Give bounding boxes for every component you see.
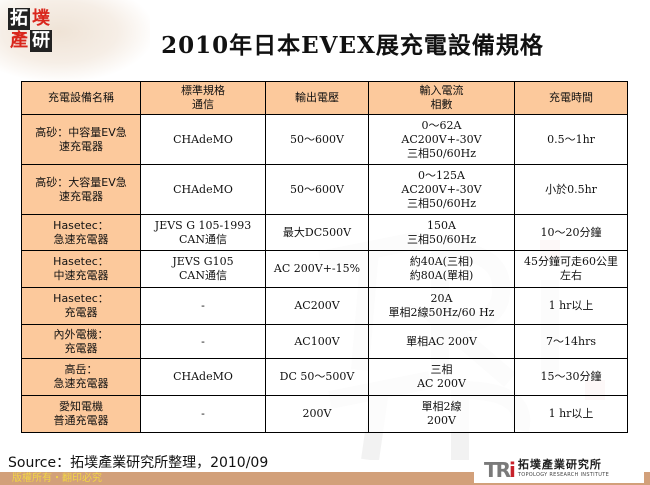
table-header-row: 充電設備名稱 標準規格 通信 輸出電壓 輸入電流 相數 充電時間	[21, 81, 628, 115]
cell-name: Hasetec： 急速充電器	[21, 214, 141, 251]
page-title: 2010年日本EVEX展充電設備規格	[161, 32, 544, 59]
charger-spec-table: 充電設備名稱 標準規格 通信 輸出電壓 輸入電流 相數 充電時間 高砂：中容量E…	[21, 81, 628, 433]
logo-char: 產	[10, 30, 28, 51]
logo-char: 研	[30, 30, 52, 52]
table-row: Hasetec： 急速充電器 JEVS G 105-1993 CAN通信 最大D…	[21, 214, 628, 251]
copyright-notice: 版權所有・翻印必究	[12, 473, 102, 484]
cell-input-current: 單相AC 200V	[368, 324, 515, 359]
cell-charge-time: 1 hr以上	[514, 287, 628, 325]
cell-charge-time: 7～14hrs	[514, 324, 628, 359]
brand-name-cn: 拓墣產業研究所	[517, 458, 602, 471]
column-header-charge-time: 充電時間	[514, 81, 628, 115]
table-row: 高砂：中容量EV急 速充電器 CHAdeMO 50～600V 0～62A AC2…	[21, 114, 628, 165]
cell-input-current: 單相2線 200V	[368, 395, 515, 433]
tri-logo-icon: TRi	[484, 458, 516, 482]
cell-input-current: 0～62A AC200V+-30V 三相50/60Hz	[368, 114, 515, 165]
table-row: Hasetec： 中速充電器 JEVS G105 CAN通信 AC 200V+-…	[21, 250, 628, 288]
source-note: Source：拓墣產業研究所整理，2010/09	[8, 455, 269, 471]
cell-charge-time: 15～30分鐘	[514, 358, 628, 396]
column-header-input-current: 輸入電流 相數	[368, 81, 515, 115]
cell-name: 高砂：中容量EV急 速充電器	[21, 114, 141, 165]
cell-output-voltage: 最大DC500V	[265, 214, 369, 251]
cell-standard: CHAdeMO	[140, 164, 266, 215]
cell-standard: -	[140, 287, 266, 325]
column-header-name: 充電設備名稱	[21, 81, 141, 115]
cell-charge-time: 0.5～1hr	[514, 114, 628, 165]
cell-input-current: 約40A(三相) 約80A(單相)	[368, 250, 515, 288]
cell-standard: JEVS G 105-1993 CAN通信	[140, 214, 266, 251]
cell-name: Hasetec： 中速充電器	[21, 250, 141, 288]
logo-char: 墣	[32, 8, 50, 29]
cell-input-current: 三相 AC 200V	[368, 358, 515, 396]
cell-name: 內外電機： 充電器	[21, 324, 141, 359]
cell-output-voltage: AC200V	[265, 287, 369, 325]
cell-output-voltage: 50～600V	[265, 114, 369, 165]
cell-output-voltage: AC 200V+-15%	[265, 250, 369, 288]
brand-name-en: TOPOLOGY RESEARCH INSTITUTE	[517, 472, 610, 478]
cell-name: Hasetec： 充電器	[21, 287, 141, 325]
cell-charge-time: 1 hr以上	[514, 395, 628, 433]
cell-charge-time: 45分鐘可走60公里 左右	[514, 250, 628, 288]
cell-standard: -	[140, 324, 266, 359]
cell-standard: JEVS G105 CAN通信	[140, 250, 266, 288]
column-header-output-voltage: 輸出電壓	[265, 81, 369, 115]
cell-output-voltage: 50～600V	[265, 164, 369, 215]
table-row: Hasetec： 充電器 - AC200V 20A 單相2線50Hz/60 Hz…	[21, 287, 628, 325]
cell-charge-time: 小於0.5hr	[514, 164, 628, 215]
column-header-standard: 標準規格 通信	[140, 81, 266, 115]
logo-char: 拓	[8, 8, 30, 30]
cell-name: 愛知電機 普通充電器	[21, 395, 141, 433]
company-logo: 拓 墣 產 研	[8, 8, 52, 52]
table-row: 內外電機： 充電器 - AC100V 單相AC 200V 7～14hrs	[21, 324, 628, 359]
cell-standard: CHAdeMO	[140, 114, 266, 165]
cell-standard: CHAdeMO	[140, 358, 266, 396]
cell-input-current: 150A 三相50/60Hz	[368, 214, 515, 251]
cell-standard: -	[140, 395, 266, 433]
cell-output-voltage: AC100V	[265, 324, 369, 359]
cell-input-current: 20A 單相2線50Hz/60 Hz	[368, 287, 515, 325]
table-row: 愛知電機 普通充電器 - 200V 單相2線 200V 1 hr以上	[21, 395, 628, 433]
cell-output-voltage: 200V	[265, 395, 369, 433]
cell-input-current: 0～125A AC200V+-30V 三相50/60Hz	[368, 164, 515, 215]
table-row: 高岳： 急速充電器 CHAdeMO DC 50～500V 三相 AC 200V …	[21, 358, 628, 396]
cell-name: 高岳： 急速充電器	[21, 358, 141, 396]
cell-name: 高砂：大容量EV急 速充電器	[21, 164, 141, 215]
cell-output-voltage: DC 50～500V	[265, 358, 369, 396]
cell-charge-time: 10～20分鐘	[514, 214, 628, 251]
tri-brand-logo: TRi 拓墣產業研究所 TOPOLOGY RESEARCH INSTITUTE	[474, 457, 644, 483]
table-row: 高砂：大容量EV急 速充電器 CHAdeMO 50～600V 0～125A AC…	[21, 164, 628, 215]
